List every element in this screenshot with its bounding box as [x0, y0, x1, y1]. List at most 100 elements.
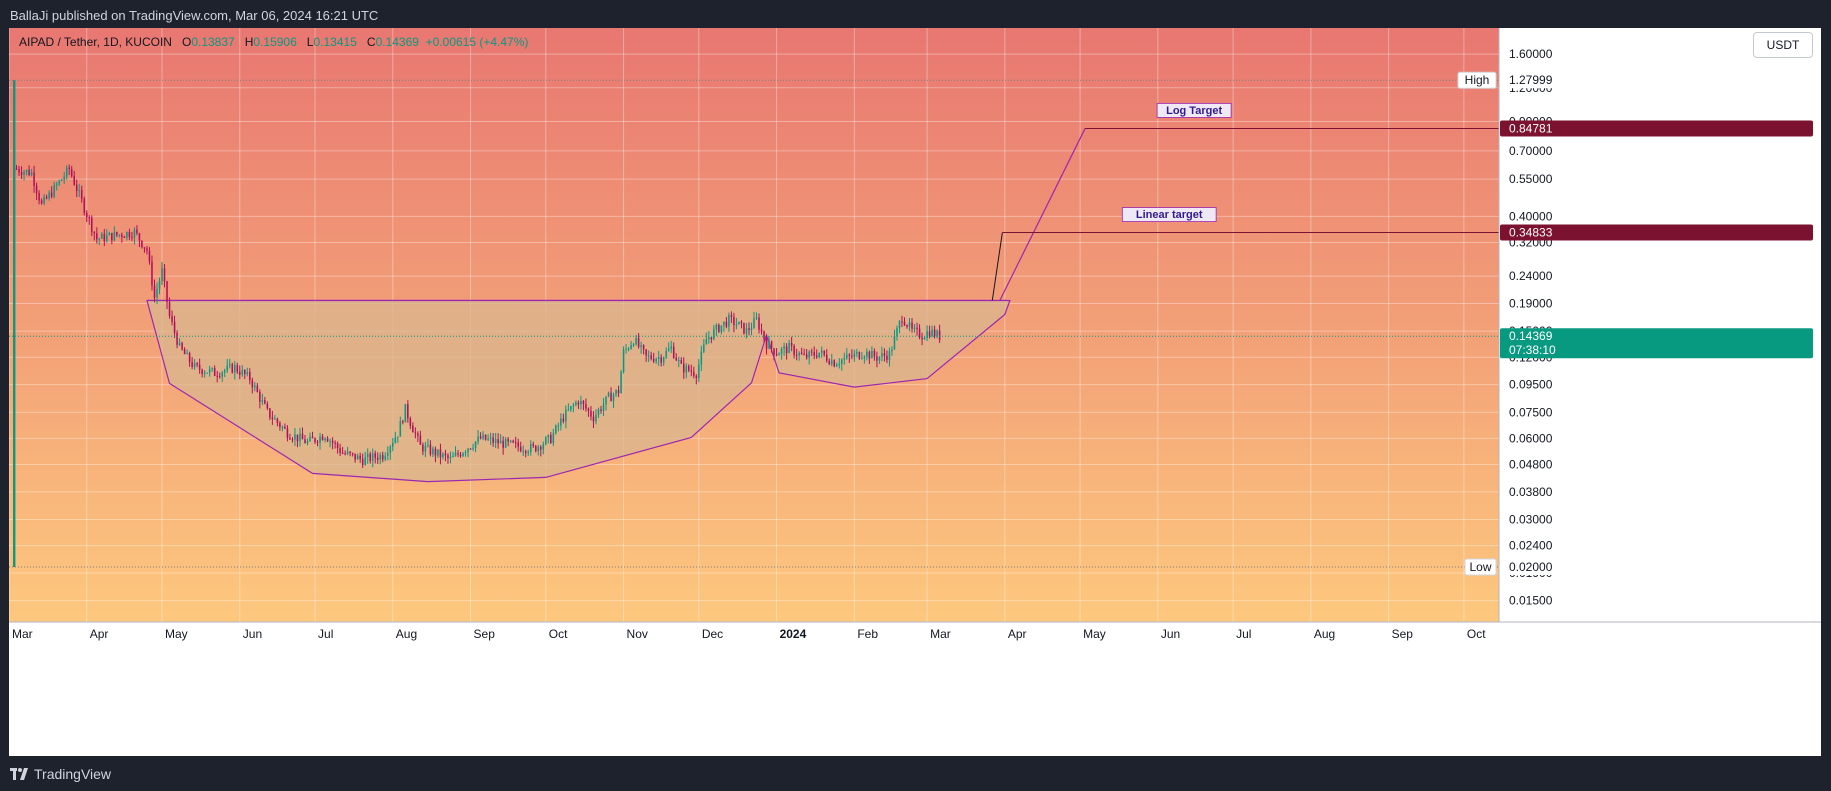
candle	[519, 441, 522, 453]
candle	[118, 234, 121, 238]
candle-body	[331, 440, 334, 443]
candle	[392, 437, 394, 452]
candle	[650, 351, 652, 361]
candle	[833, 359, 836, 368]
candle	[482, 431, 484, 441]
tradingview-brand: TradingView	[34, 766, 112, 782]
candle-body	[713, 329, 715, 340]
candle-body	[464, 452, 467, 454]
candle-body	[916, 327, 918, 329]
candle-body	[547, 434, 550, 438]
candle-body	[467, 448, 469, 453]
candle-body	[645, 349, 647, 356]
candle	[728, 312, 730, 332]
candle	[442, 452, 444, 460]
candle-body	[116, 231, 118, 236]
candle-body	[63, 176, 65, 180]
candle	[527, 449, 530, 456]
candle-body	[708, 337, 710, 340]
time-tick-label: Dec	[702, 627, 723, 641]
candle	[48, 190, 50, 201]
candle-body	[502, 440, 504, 448]
tradingview-logo[interactable]: TradingView	[10, 766, 111, 782]
candle	[60, 178, 63, 182]
candle	[464, 450, 467, 457]
candle	[341, 446, 344, 455]
candle	[763, 330, 765, 343]
candle-body	[261, 400, 264, 402]
candle-body	[409, 418, 412, 426]
candle-body	[284, 426, 286, 429]
candle-body	[173, 321, 176, 333]
candle	[381, 451, 384, 463]
candle-body	[427, 444, 429, 446]
candle-body	[655, 358, 657, 362]
candle	[20, 166, 23, 179]
low-price-tag: 0.02000	[1509, 560, 1553, 574]
candle	[324, 437, 326, 443]
candle	[211, 367, 213, 372]
candle	[926, 325, 928, 342]
candle-body	[294, 434, 296, 440]
high-price-tag-box	[1500, 72, 1813, 89]
candle-body	[715, 324, 718, 330]
candle	[632, 342, 635, 348]
candle	[898, 320, 901, 334]
candle-body	[853, 353, 856, 357]
time-tick-label: May	[165, 627, 188, 641]
candle	[379, 452, 382, 465]
candle	[274, 415, 276, 420]
candle	[733, 312, 735, 333]
currency-selector[interactable]: USDT	[1753, 32, 1813, 58]
candle	[108, 231, 111, 236]
candle	[823, 350, 826, 357]
candle	[321, 434, 324, 441]
candle-body	[677, 360, 680, 362]
candle-body	[700, 351, 703, 365]
target-price-tag-box	[1500, 224, 1813, 241]
candle	[750, 322, 753, 336]
candle	[828, 358, 831, 366]
candle	[861, 352, 863, 360]
candle	[206, 372, 208, 374]
candle	[151, 255, 153, 291]
candle	[126, 231, 128, 241]
candle	[284, 423, 286, 430]
candle-body	[402, 421, 404, 423]
candle-body	[281, 426, 284, 428]
candle-body	[389, 446, 392, 454]
candle	[785, 343, 788, 360]
candle-body	[783, 346, 785, 349]
candle	[404, 403, 407, 423]
candle-body	[35, 185, 38, 194]
candle-body	[738, 321, 740, 325]
candle	[457, 449, 459, 458]
candle	[768, 336, 770, 350]
candle	[748, 322, 750, 336]
candle-body	[921, 337, 923, 340]
candle	[50, 186, 53, 199]
candle-body	[143, 247, 146, 249]
candle-body	[83, 198, 86, 214]
candle-body	[622, 349, 625, 372]
time-tick-label: Mar	[930, 627, 951, 641]
candle-body	[75, 184, 78, 191]
candle-body	[881, 353, 883, 357]
candle-body	[126, 231, 128, 238]
candle	[780, 346, 783, 360]
candle	[38, 190, 40, 205]
candle	[354, 453, 356, 463]
candle-body	[379, 454, 382, 460]
linear-projection-line	[991, 232, 1003, 301]
price-tick-label: 0.09500	[1509, 378, 1553, 392]
time-axis[interactable]: Mar Apr May Jun Jul Aug Sep Oct Nov Dec 2024 Feb Mar…	[9, 621, 1821, 756]
candle	[339, 443, 341, 456]
candle-body	[55, 184, 58, 186]
candle-body	[78, 190, 81, 192]
price-tick-label: 1.60000	[1509, 47, 1553, 61]
candle-body	[326, 438, 329, 442]
time-tick-label: Jul	[1236, 627, 1251, 641]
candle	[602, 397, 605, 417]
